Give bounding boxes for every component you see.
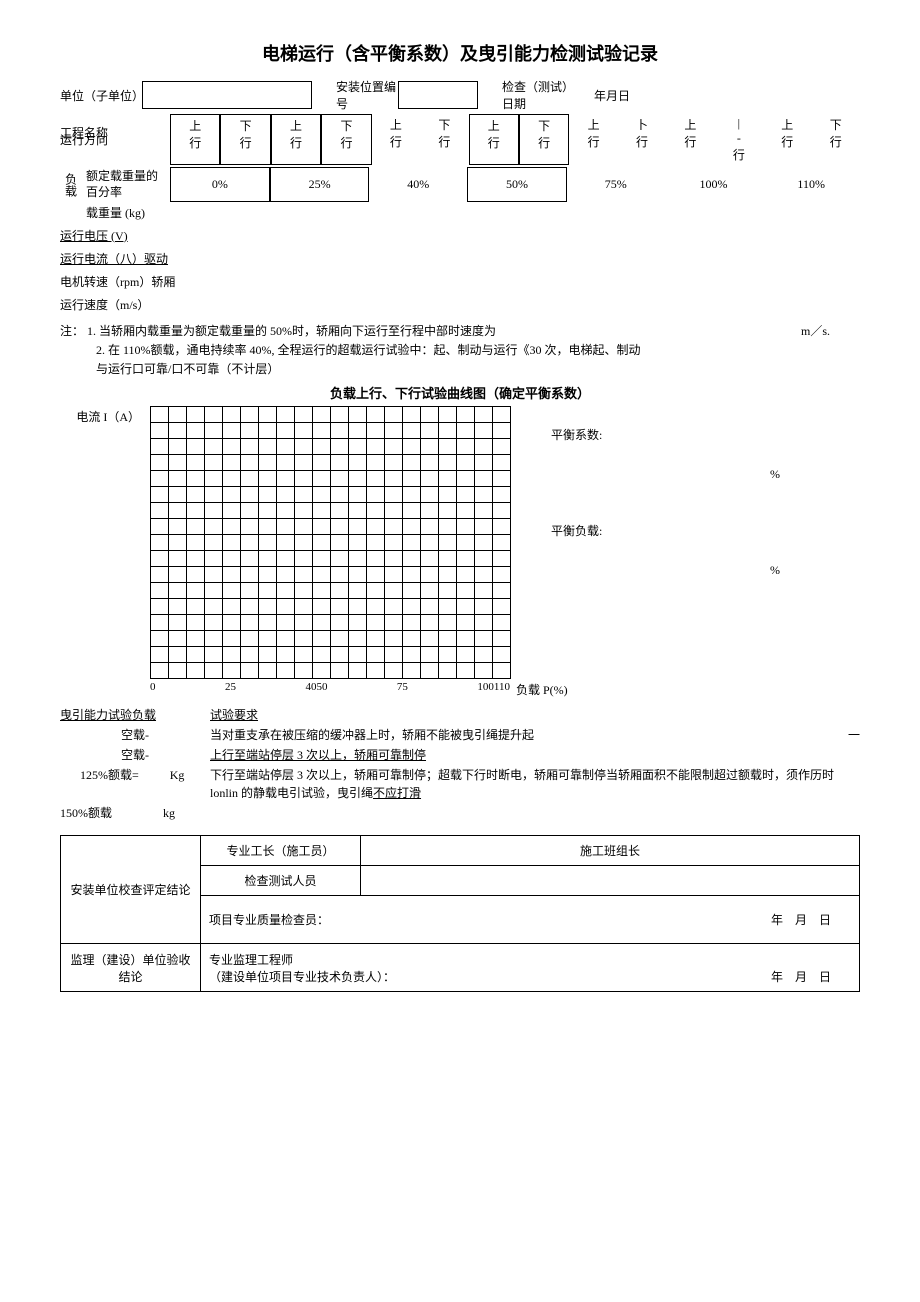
weight-row: 载重量 (kg) [60,204,860,224]
pct-cell: 25% [270,167,370,202]
foreman-label: 专业工长（施工员） [201,836,361,866]
x-tick: 75 [397,681,408,698]
unit-label: 单位（子单位） [60,87,140,104]
pct-cell: 110% [762,167,860,202]
chart-zone: 电流 I（A） 平衡系数: % 平衡负载: % [60,406,860,679]
project-label: 工程名称 [60,124,108,141]
signature-table: 安装单位校查评定结论 专业工长（施工员） 施工班组长 检查测试人员 项目专业质量… [60,835,860,992]
pct-cell: 100% [665,167,763,202]
pct-cell: 40% [369,167,467,202]
direction-cell: |-行 [715,114,763,165]
chart-grid [150,406,511,679]
x-tick: 0 [150,681,156,698]
direction-cell: 下行 [519,114,569,165]
measure-line: 运行电压 (V) [60,224,860,247]
direction-cell: 上行 [469,114,519,165]
qc-label: 项目专业质量检查员： [209,913,329,927]
unit-input[interactable] [142,81,312,109]
note-1: 1. 当轿厢内载重量为额定载重量的 50%时，轿厢向下运行至行程中部时速度为 [87,324,496,338]
chart-title: 负载上行、下行试验曲线图（确定平衡系数） [60,383,860,402]
test-section: 曳引能力试验负载 试验要求 空载- 当对重支承在被压缩的缓冲器上时，轿厢不能被曳… [60,706,860,821]
team-label: 施工班组长 [361,836,860,866]
test-unit-3: kg [163,806,175,820]
test-load-heading: 曳引能力试验负载 [60,706,210,723]
engineer-label: 专业监理工程师 [209,951,851,968]
x-tick: 25 [225,681,236,698]
x-tick: 100110 [477,681,510,698]
check-date-label: 检查（测试）日期 [502,78,572,112]
test-load-3: 150%额载 [60,806,112,820]
note-2: 2. 在 110%额载，通电持续率 40%, 全程运行的超载运行试验中：起、制动… [60,341,860,360]
measure-line: 运行速度（m/s） [60,293,860,316]
direction-cell: 下行 [220,114,270,165]
pct-symbol-2: % [551,563,860,578]
direction-cell: 上行 [372,114,420,165]
test-req-heading: 试验要求 [210,706,860,724]
test-unit-2: Kg [170,768,185,782]
pct-cell: 0% [170,167,270,202]
test-req-0: 当对重支承在被压缩的缓冲器上时，轿厢不能被曳引绳提升起 [210,728,534,742]
supervise-label: 监理（建设）单位验收结论 [61,944,201,992]
balance-load-label: 平衡负载: [551,522,860,539]
qc-date: 年 月 日 [771,911,851,928]
measure-line: 运行电流（八）驱动 [60,247,860,270]
direction-row: 工程名称 运行方向 上行下行上行下行上行下行上行下行上行卜行上行|-行上行下行 [60,114,860,165]
direction-cell: 下行 [420,114,468,165]
header-row-1: 单位（子单位） 安装位置编号 检查（测试）日期 年月日 [60,78,860,112]
direction-cell: 下行 [321,114,371,165]
note-1-suffix: m／s. [801,322,830,341]
test-load-2: 125%额载= [80,768,139,782]
x-axis-label: 负载 P(%) [516,681,568,698]
install-pos-label: 安装位置编号 [336,78,396,112]
test-req-2-tail: 不应打滑 [373,786,421,800]
x-axis: 0 25 4050 75 100110 负载 P(%) [60,681,860,698]
load-side-label: 负载 [60,167,82,202]
install-conclusion-label: 安装单位校查评定结论 [61,836,201,944]
load-row: 负载 额定载重量的百分率 0%25%40%50%75%100%110% [60,167,860,202]
date-placeholder: 年月日 [594,87,630,104]
pct-cell: 75% [567,167,665,202]
pct-symbol-1: % [551,467,860,482]
y-axis-label: 电流 I（A） [60,406,140,679]
balance-coeff-label: 平衡系数: [551,426,860,443]
test-req-1: 上行至端站停层 3 次以上，轿厢可靠制停 [210,746,860,764]
page-title: 电梯运行（含平衡系数）及曳引能力检测试验记录 [60,40,860,66]
notes-prefix: 注： [60,324,84,338]
test-req-2: 下行至端站停层 3 次以上，轿厢可靠制停；超载下行时断电，轿厢可靠制停当轿厢面积… [210,768,834,800]
direction-cell: 上行 [666,114,714,165]
test-req-0-suffix: 一 [848,726,860,744]
notes-section: 注： 1. 当轿厢内载重量为额定载重量的 50%时，轿厢向下运行至行程中部时速度… [60,322,860,380]
direction-cell: 上行 [569,114,617,165]
x-tick: 4050 [305,681,327,698]
pct-cell: 50% [467,167,567,202]
test-load-0: 空载- [60,726,210,743]
direction-cell: 上行 [271,114,321,165]
tester-sign[interactable] [361,866,860,896]
pct-label: 额定载重量的百分率 [82,167,170,202]
measure-line: 电机转速（rpm）轿厢 [60,270,860,293]
test-load-1: 空载- [60,746,210,763]
direction-cell: 上行 [763,114,811,165]
install-pos-input[interactable] [398,81,478,109]
direction-cell: 卜行 [618,114,666,165]
direction-cell: 上行 [170,114,220,165]
direction-cell: 下行 [811,114,859,165]
owner-date: 年 月 日 [771,968,851,985]
note-2b: 与运行口可靠/口不可靠（不计层） [60,360,860,379]
tester-label: 检查测试人员 [201,866,361,896]
weight-label: 载重量 (kg) [82,204,170,224]
owner-label: （建设单位项目专业技术负责人）： [209,970,395,984]
